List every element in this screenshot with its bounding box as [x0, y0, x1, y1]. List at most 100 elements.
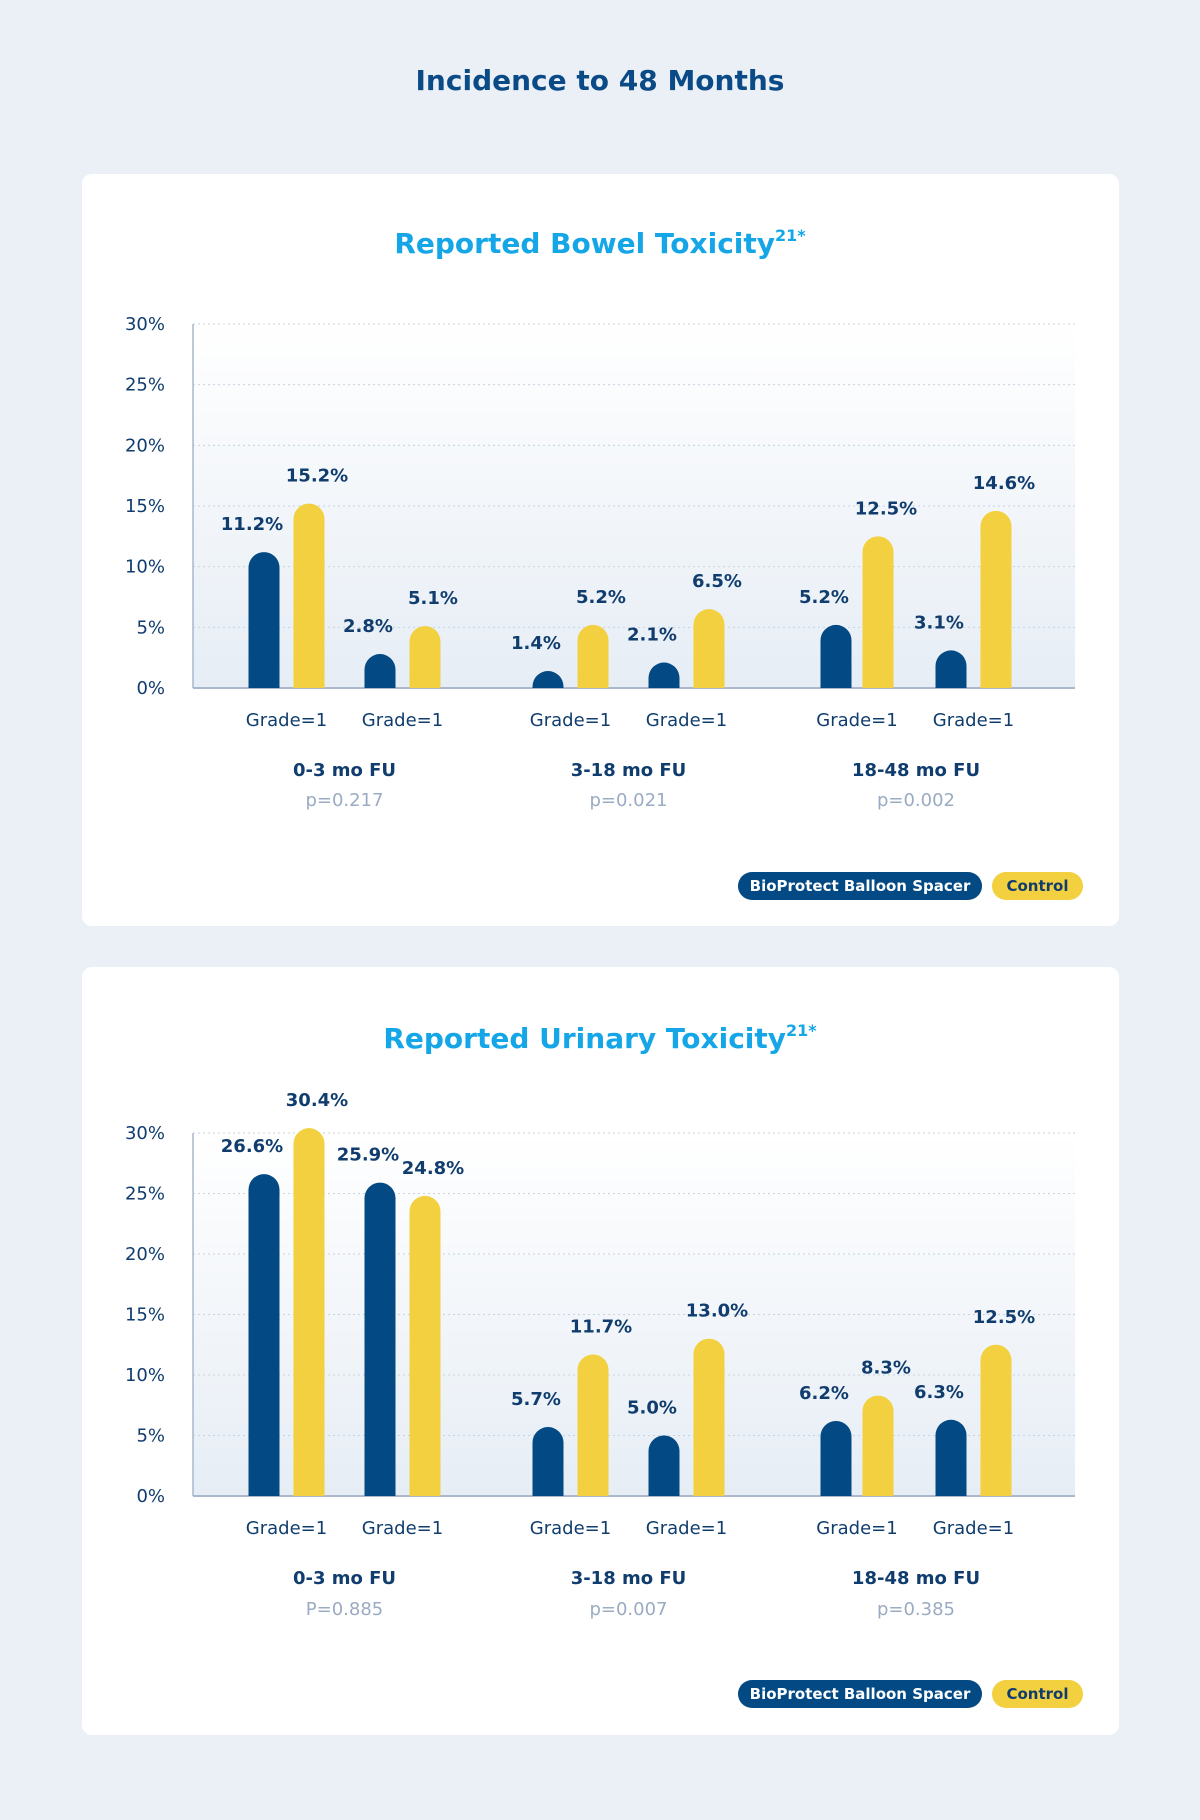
- legend-control-label: Control: [1006, 877, 1068, 895]
- spacer-value-label: 5.2%: [799, 587, 849, 608]
- p-value: p=0.385: [877, 1599, 955, 1620]
- spacer-bar: [248, 1174, 280, 1496]
- spacer-bar: [364, 654, 396, 688]
- control-value-label: 24.8%: [402, 1158, 464, 1179]
- spacer-bar: [648, 662, 680, 688]
- spacer-value-label: 5.7%: [511, 1389, 561, 1410]
- spacer-value-label: 5.0%: [627, 1398, 677, 1419]
- grade-label: Grade=1: [530, 1518, 611, 1539]
- spacer-value-label: 26.6%: [221, 1136, 283, 1157]
- page-title: Incidence to 48 Months: [415, 64, 785, 97]
- grade-label: Grade=1: [933, 710, 1014, 731]
- grade-label: Grade=1: [816, 1518, 897, 1539]
- spacer-value-label: 2.1%: [627, 625, 677, 646]
- spacer-bar: [364, 1182, 396, 1496]
- y-tick-label: 10%: [125, 1365, 165, 1386]
- control-value-label: 13.0%: [686, 1301, 748, 1322]
- spacer-value-label: 25.9%: [337, 1145, 399, 1166]
- control-bar: [293, 503, 325, 688]
- p-value: p=0.002: [877, 790, 955, 811]
- grade-label: Grade=1: [646, 710, 727, 731]
- chart-title-superscript: 21*: [775, 226, 806, 245]
- spacer-bar: [820, 624, 852, 688]
- chart-title-superscript: 21*: [786, 1021, 817, 1040]
- control-bar: [409, 1195, 441, 1496]
- grade-label: Grade=1: [530, 710, 611, 731]
- control-value-label: 8.3%: [861, 1358, 911, 1379]
- spacer-bar: [935, 1419, 967, 1496]
- grade-label: Grade=1: [816, 710, 897, 731]
- spacer-bar: [532, 671, 564, 688]
- grade-label: Grade=1: [362, 1518, 443, 1539]
- grade-label: Grade=1: [246, 1518, 327, 1539]
- grade-label: Grade=1: [246, 710, 327, 731]
- y-tick-label: 15%: [125, 496, 165, 517]
- control-value-label: 5.2%: [576, 587, 626, 608]
- spacer-value-label: 6.2%: [799, 1383, 849, 1404]
- legend-spacer-pill: [738, 1680, 982, 1708]
- spacer-bar: [648, 1435, 680, 1496]
- control-value-label: 6.5%: [692, 571, 742, 592]
- control-value-label: 11.7%: [570, 1316, 632, 1337]
- grade-label: Grade=1: [933, 1518, 1014, 1539]
- grade-label: Grade=1: [362, 710, 443, 731]
- legend-spacer-pill: [738, 872, 982, 900]
- control-bar: [862, 536, 894, 688]
- y-tick-label: 0%: [136, 1486, 165, 1507]
- chart-title: Reported Bowel Toxicity21*: [394, 226, 806, 260]
- control-bar: [577, 1354, 609, 1496]
- y-tick-label: 25%: [125, 375, 165, 396]
- spacer-value-label: 1.4%: [511, 633, 561, 654]
- control-bar: [577, 624, 609, 688]
- control-value-label: 15.2%: [286, 466, 348, 487]
- control-value-label: 14.6%: [973, 473, 1035, 494]
- control-bar: [293, 1128, 325, 1496]
- spacer-value-label: 11.2%: [221, 514, 283, 535]
- control-value-label: 30.4%: [286, 1090, 348, 1111]
- p-value: p=0.007: [589, 1599, 667, 1620]
- urinary-toxicity-card: Reported Urinary Toxicity21* 0% 5% 10% 15% 20…: [82, 967, 1119, 1735]
- control-bar: [409, 626, 441, 688]
- legend-control-pill: [992, 1680, 1083, 1708]
- legend-control-pill: [992, 872, 1083, 900]
- y-tick-label: 20%: [125, 1244, 165, 1265]
- bowel-toxicity-chart: Reported Bowel Toxicity21* 0% 5% 10% 15% 20% 2…: [125, 226, 1083, 900]
- y-tick-label: 20%: [125, 435, 165, 456]
- control-bar: [980, 1344, 1012, 1496]
- legend-control-label: Control: [1006, 1685, 1068, 1703]
- chart-title-text: Reported Urinary Toxicity: [383, 1022, 786, 1055]
- control-value-label: 5.1%: [408, 588, 458, 609]
- p-value: p=0.021: [589, 790, 667, 811]
- y-tick-label: 30%: [125, 314, 165, 335]
- spacer-bar: [820, 1420, 852, 1496]
- y-tick-label: 15%: [125, 1305, 165, 1326]
- spacer-bar: [532, 1427, 564, 1496]
- grade-label: Grade=1: [646, 1518, 727, 1539]
- control-bar: [862, 1395, 894, 1496]
- y-tick-label: 5%: [136, 1426, 165, 1447]
- bowel-toxicity-card: Reported Bowel Toxicity21* 0% 5% 10% 15% 20% 2…: [82, 174, 1119, 926]
- control-bar: [693, 609, 725, 688]
- legend-spacer-label: BioProtect Balloon Spacer: [750, 877, 971, 895]
- chart-title: Reported Urinary Toxicity21*: [383, 1021, 817, 1055]
- legend-spacer-label: BioProtect Balloon Spacer: [750, 1685, 971, 1703]
- y-tick-label: 0%: [136, 678, 165, 699]
- urinary-toxicity-chart: Reported Urinary Toxicity21* 0% 5% 10% 15% 20…: [125, 1021, 1083, 1708]
- y-tick-label: 25%: [125, 1184, 165, 1205]
- chart-title-text: Reported Bowel Toxicity: [394, 227, 775, 260]
- y-tick-label: 5%: [136, 617, 165, 638]
- control-bar: [693, 1338, 725, 1496]
- p-value: P=0.885: [306, 1599, 383, 1620]
- spacer-bar: [248, 552, 280, 688]
- y-tick-label: 10%: [125, 557, 165, 578]
- spacer-bar: [935, 650, 967, 688]
- period-label: 3-18 mo FU: [571, 760, 687, 781]
- spacer-value-label: 2.8%: [343, 616, 393, 637]
- control-bar: [980, 510, 1012, 688]
- spacer-value-label: 3.1%: [914, 612, 964, 633]
- y-tick-label: 30%: [125, 1123, 165, 1144]
- control-value-label: 12.5%: [973, 1307, 1035, 1328]
- period-label: 0-3 mo FU: [293, 760, 396, 781]
- period-label: 18-48 mo FU: [852, 760, 980, 781]
- control-value-label: 12.5%: [855, 498, 917, 519]
